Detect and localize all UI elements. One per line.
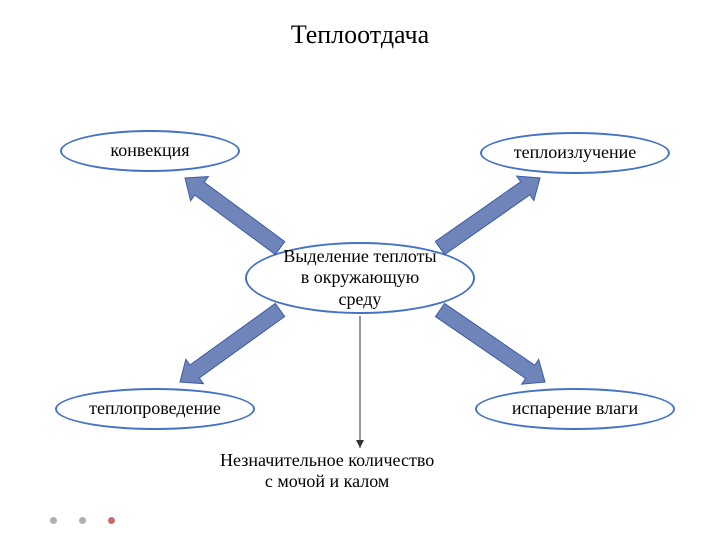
bottom-annotation-line2: с мочой и калом [265, 471, 389, 491]
pager-dot-icon [50, 517, 57, 524]
top-right-node: теплоизлучение [480, 132, 670, 174]
thin-connector [356, 316, 364, 448]
bottom-right-node: испарение влаги [475, 388, 675, 430]
center-node-line3: среду [283, 289, 436, 311]
bottom-annotation-line1: Незначительное количество [220, 450, 434, 470]
block-arrow-icon [176, 166, 289, 260]
top-left-node: конвекция [60, 130, 240, 172]
thin-arrowhead-icon [356, 440, 364, 448]
footer-pager [50, 517, 115, 524]
bottom-right-label: испарение влаги [512, 398, 638, 420]
bottom-left-node: теплопроведение [55, 388, 255, 430]
block-arrow-icon [431, 166, 548, 261]
top-left-label: конвекция [110, 140, 189, 162]
center-node-line1: Выделение теплоты [283, 246, 436, 268]
block-arrow-icon [432, 298, 554, 395]
bottom-annotation: Незначительное количество с мочой и кало… [220, 450, 434, 492]
page-title: Теплоотдача [0, 20, 720, 50]
block-arrow-icon [171, 298, 289, 394]
center-node: Выделение теплоты в окружающую среду [245, 242, 475, 314]
center-node-line2: в окружающую [283, 267, 436, 289]
pager-dot-icon [108, 517, 115, 524]
pager-dot-icon [79, 517, 86, 524]
top-right-label: теплоизлучение [514, 142, 637, 164]
bottom-left-label: теплопроведение [89, 398, 221, 420]
